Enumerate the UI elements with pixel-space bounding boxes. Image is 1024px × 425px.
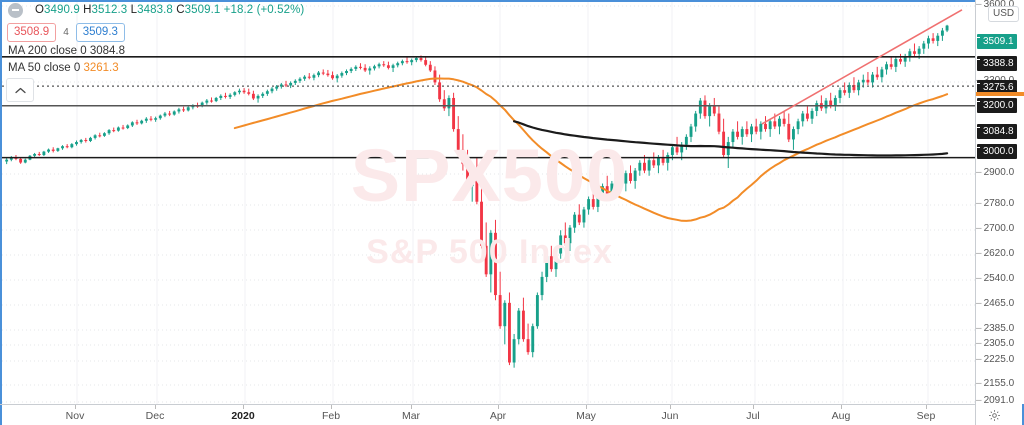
price-level-label[interactable]: 3388.8 [976,56,1017,71]
time-tick [753,405,754,409]
time-tick [670,405,671,409]
ma50-price-marker [976,92,1024,96]
window-border-top [0,0,1024,2]
price-tick: –2900.0 [976,167,1015,178]
price-level-label[interactable]: 3084.8 [976,124,1017,139]
price-level-label[interactable]: 3275.6 [976,80,1017,95]
price-tick: –2385.0 [976,323,1015,334]
chart-plot-area[interactable]: SPX500 S&P 500 Index [2,2,975,404]
candlestick-canvas [2,2,975,404]
time-axis[interactable]: Nov Dec 2020 Feb Mar Apr May Jun Jul Aug Sep [0,405,975,425]
ma50-line [233,77,949,222]
gear-icon [988,409,1000,421]
price-axis[interactable]: –3600.03509.13388.8–3300.03275.63200.030… [976,0,1024,406]
price-tick: –2155.0 [976,378,1015,389]
price-level-label[interactable]: 3000.0 [976,144,1017,159]
time-axis-label: Dec [145,410,165,422]
time-tick [498,405,499,409]
time-axis-label: Jun [661,410,679,422]
price-tick: –3600.0 [976,0,1015,10]
time-axis-divider [0,404,975,405]
price-tick: –2780.0 [976,198,1015,209]
time-tick [75,405,76,409]
time-tick [586,405,587,409]
trendline[interactable] [761,9,963,125]
time-axis-label: Mar [401,410,421,422]
window-border-left [0,0,2,425]
price-axis-divider [975,0,976,425]
price-tick: –2540.0 [976,273,1015,284]
currency-badge[interactable]: USD [988,6,1020,22]
time-tick [411,405,412,409]
last-price-label[interactable]: 3509.1 [976,34,1017,49]
time-axis-label: Feb [321,410,341,422]
candles [5,24,949,368]
price-tick: –2091.0 [976,395,1015,406]
time-tick [155,405,156,409]
time-axis-label: Aug [831,410,851,422]
price-tick: –2700.0 [976,223,1015,234]
gridlines [2,5,975,403]
time-tick [331,405,332,409]
time-axis-label: Sep [916,410,936,422]
price-level-label[interactable]: 3200.0 [976,98,1017,113]
price-tick: –2305.0 [976,338,1015,349]
price-tick: –2620.0 [976,248,1015,259]
time-axis-label: May [576,410,596,422]
time-tick [243,405,244,409]
price-tick: –2225.0 [976,354,1015,365]
horizontal-price-lines[interactable] [2,55,975,159]
ma200-line [512,120,949,157]
vertical-gridlines [76,2,929,404]
time-axis-label: Jul [746,410,760,422]
time-axis-label: Nov [65,410,85,422]
time-tick [926,405,927,409]
chevron-up-icon [14,87,26,93]
chart-settings-button[interactable] [984,406,1004,424]
time-axis-label: 2020 [231,410,255,422]
price-tick: –2465.0 [976,298,1015,309]
collapse-legend-button[interactable] [6,78,34,102]
time-axis-label: Apr [489,410,507,422]
time-tick [841,405,842,409]
